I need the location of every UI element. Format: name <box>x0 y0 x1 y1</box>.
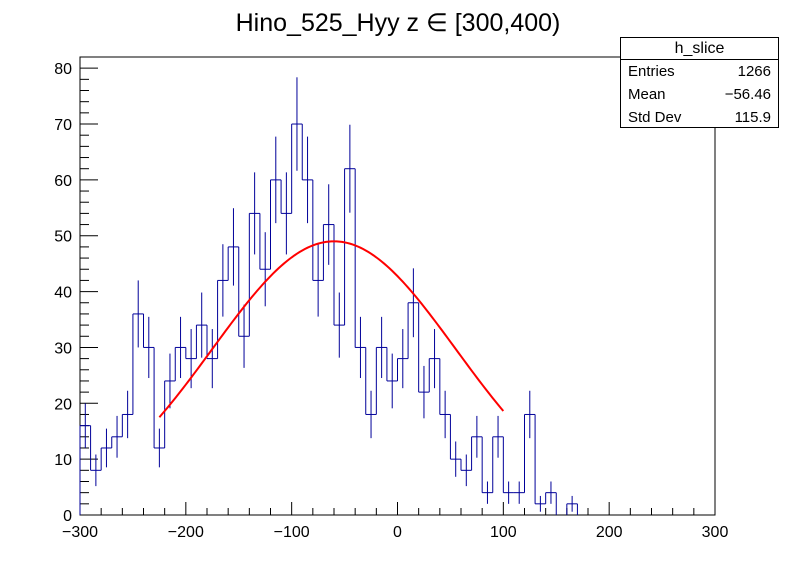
y-tick-label: 50 <box>54 229 72 246</box>
stddev-label: Std Dev <box>628 109 682 126</box>
y-tick-label: 0 <box>63 508 72 525</box>
y-tick-label: 70 <box>54 117 72 134</box>
stats-box: h_slice Entries 1266 Mean −56.46 Std Dev… <box>620 37 779 128</box>
x-tick-label: −100 <box>274 524 310 541</box>
error-bars <box>84 77 573 512</box>
fit-curve <box>158 240 505 418</box>
entries-value: 1266 <box>737 63 771 80</box>
histogram-bins <box>79 123 578 515</box>
x-tick-label: 200 <box>596 524 623 541</box>
entries-label: Entries <box>628 63 675 80</box>
stats-row-stddev: Std Dev 115.9 <box>621 106 778 129</box>
mean-label: Mean <box>628 86 666 103</box>
gaussian-fit <box>158 240 505 418</box>
x-tick-label: −300 <box>62 524 98 541</box>
chart-title: Hino_525_Hyy z ∈ [300,400) <box>236 9 561 37</box>
x-tick-label: 100 <box>490 524 517 541</box>
y-tick-label: 10 <box>54 452 72 469</box>
stddev-value: 115.9 <box>734 109 771 126</box>
y-tick-label: 30 <box>54 340 72 357</box>
stats-row-entries: Entries 1266 <box>621 60 778 83</box>
y-tick-label: 20 <box>54 396 72 413</box>
y-tick-label: 40 <box>54 285 72 302</box>
x-tick-label: −200 <box>168 524 204 541</box>
y-tick-label: 80 <box>54 61 72 78</box>
mean-value: −56.46 <box>724 86 771 103</box>
stats-row-mean: Mean −56.46 <box>621 83 778 106</box>
stats-title: h_slice <box>621 38 778 60</box>
y-tick-label: 60 <box>54 173 72 190</box>
x-tick-label: 300 <box>702 524 729 541</box>
tick-labels: −300 −200 −100 0 100 200 300 0 10 20 30 40 50 60 70 80 <box>54 61 728 541</box>
x-tick-label: 0 <box>393 524 402 541</box>
